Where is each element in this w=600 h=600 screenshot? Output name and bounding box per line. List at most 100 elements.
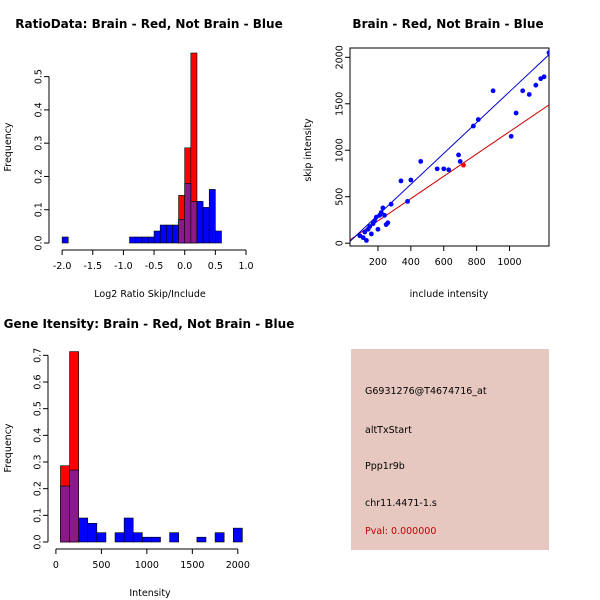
scatter-y-tick-label: 1000	[335, 138, 346, 162]
ratio-blue-bar	[129, 236, 136, 244]
gene-blue-bar	[214, 532, 225, 543]
gene-x-tick-label: 2000	[226, 560, 250, 571]
ratio-x-tick-label: -2.0	[53, 261, 72, 272]
gene-x-tick-label: 0	[53, 560, 59, 571]
scatter-point-blue	[368, 231, 374, 237]
gene-x-tick-label: 500	[92, 560, 110, 571]
scatter-point-blue	[490, 88, 496, 94]
gene-x-tick-label: 1500	[180, 560, 204, 571]
ratio-y-tick-label: 0.0	[34, 235, 45, 250]
scatter-point-red	[461, 162, 466, 168]
probe-id-text: G6931276@T4674716_at	[365, 386, 487, 397]
ratio-overlap-bar	[184, 183, 192, 244]
scatter-point-blue	[405, 198, 410, 204]
scatter-point-blue	[378, 210, 384, 215]
scatter-y-tick-label: 0	[335, 240, 346, 246]
ratio-overlap-bar	[178, 219, 186, 244]
ratio-title: RatioData: Brain - Red, Not Brain - Blue	[15, 17, 282, 31]
ratio-y-tick-label: 0.4	[34, 102, 45, 117]
scatter-point-blue	[475, 117, 481, 122]
ratio-blue-bar	[196, 201, 204, 244]
gene-x-label: Intensity	[129, 588, 171, 599]
scatter-point-blue	[364, 238, 369, 243]
gene-name-text: Ppp1r9b	[365, 461, 405, 472]
ratio-blue-bar	[202, 207, 210, 244]
scatter-point-blue	[388, 201, 394, 207]
scatter-point-blue	[398, 178, 404, 184]
gene-x-tick-label: 1000	[135, 560, 159, 571]
scatter-point-blue	[372, 218, 378, 224]
scatter-x-label: include intensity	[410, 289, 489, 300]
gene-y-tick-label: 0.5	[33, 401, 44, 416]
scatter-x-tick-label: 400	[402, 257, 420, 268]
scatter-point-blue	[526, 92, 532, 97]
ratio-blue-bar	[153, 230, 161, 244]
gene-y-tick-label: 0.7	[33, 348, 44, 363]
ratio-y-tick-label: 0.1	[34, 202, 45, 217]
ratio-x-label: Log2 Ratio Skip/Include	[94, 289, 206, 300]
scatter-point-blue	[456, 152, 461, 158]
ratio-blue-bar	[141, 236, 149, 244]
scatter-y-tick-label: 2000	[335, 45, 346, 69]
scatter-point-blue	[380, 205, 386, 211]
ratio-blue-bar	[172, 224, 179, 244]
event-type-text: altTxStart	[365, 425, 412, 436]
gene-y-tick-label: 0.4	[33, 428, 44, 443]
scatter-point-blue	[408, 177, 414, 183]
ratio-y-label: Frequency	[3, 122, 14, 171]
ratio-blue-bar	[166, 224, 173, 244]
scatter-point-blue	[446, 167, 452, 173]
scatter-y-tick-label: 1500	[335, 92, 346, 116]
ratio-blue-bar	[159, 224, 167, 244]
scatter-point-blue	[385, 220, 391, 226]
gene-blue-bar	[78, 517, 89, 543]
gene-blue-bar	[96, 532, 107, 543]
ratio-blue-bar	[208, 189, 216, 244]
ratio-blue-bar	[215, 230, 222, 244]
scatter-red-regression-line	[350, 104, 549, 241]
scatter-point-blue	[441, 166, 447, 172]
gene-y-label: Frequency	[3, 423, 14, 472]
scatter-point-blue	[470, 123, 476, 129]
gene-y-tick-label: 0.2	[33, 481, 44, 496]
gene-overlap-bar	[60, 485, 70, 543]
gene-blue-bar	[151, 536, 161, 543]
gene-y-tick-label: 0.1	[33, 508, 44, 523]
ratio-x-tick-label: -1.0	[114, 261, 133, 272]
intensity-scatter-chart: Brain - Red, Not Brain - Blue 200 400 600 80…	[303, 17, 550, 300]
ratio-blue-bar	[61, 236, 69, 244]
ratio-x-tick-label: -1.5	[84, 261, 103, 272]
scatter-title: Brain - Red, Not Brain - Blue	[352, 17, 543, 31]
scatter-x-tick-label: 800	[468, 257, 486, 268]
scatter-point-blue	[520, 88, 526, 94]
gene-blue-bar	[114, 532, 125, 543]
ratio-histogram-chart: RatioData: Brain - Red, Not Brain - Blue…	[3, 17, 283, 300]
ratio-y-tick-label: 0.5	[34, 69, 45, 84]
probe-info-panel: G6931276@T4674716_at altTxStart Ppp1r9b …	[351, 349, 549, 550]
gene-y-tick-label: 0.3	[33, 454, 44, 469]
ratio-x-tick-label: 0.5	[208, 261, 223, 272]
scatter-point-blue	[360, 235, 366, 241]
scatter-x-tick-label: 600	[435, 257, 453, 268]
scatter-point-blue	[367, 224, 373, 229]
scatter-point-blue	[362, 229, 368, 235]
gene-blue-bar	[87, 523, 98, 543]
scatter-point-blue	[546, 50, 549, 56]
scatter-point-blue	[382, 212, 387, 218]
scatter-point-blue	[513, 110, 519, 116]
scatter-point-blue	[508, 133, 514, 139]
ratio-blue-bar	[147, 236, 155, 244]
ratio-blue-bar	[135, 236, 143, 244]
gene-overlap-bar	[69, 469, 79, 543]
scatter-x-tick-label: 1000	[497, 257, 521, 268]
gene-blue-bar	[169, 532, 179, 543]
ratio-x-tick-label: -0.5	[145, 261, 164, 272]
ratio-overlap-bar	[190, 201, 198, 244]
ratio-y-tick-label: 0.3	[34, 136, 45, 151]
scatter-point-blue	[434, 166, 440, 172]
gene-blue-bar	[232, 527, 243, 543]
ratio-x-tick-label: 0.0	[177, 261, 192, 272]
gene-intensity-histogram-chart: Gene Itensity: Brain - Red, Not Brain - …	[3, 317, 294, 599]
ratio-x-tick-label: 1.0	[238, 261, 253, 272]
gene-y-tick-label: 0.0	[33, 534, 44, 549]
